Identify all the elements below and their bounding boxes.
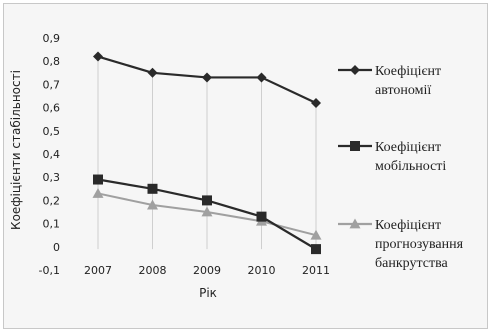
x-axis-ticks: 2007 2008 2009 2010 2011: [84, 264, 330, 277]
legend-label: Коефіцієнт: [375, 64, 441, 79]
data-point-series-2: [147, 183, 158, 194]
legend-label: автономії: [375, 83, 431, 98]
y-tick-label: 0,1: [43, 218, 61, 231]
legend-marker: [349, 218, 361, 229]
y-tick-label: 0,8: [43, 55, 61, 68]
data-point-series-3: [201, 206, 213, 217]
data-point-series-2: [93, 174, 103, 185]
y-tick-label: 0,4: [43, 148, 61, 161]
y-tick-label: 0,9: [43, 32, 61, 45]
series-layer: [92, 51, 322, 255]
data-point-series-1: [256, 72, 267, 83]
legend-label: мобільності: [375, 159, 446, 174]
x-tick-label: 2011: [302, 264, 330, 277]
data-point-series-2: [256, 211, 267, 222]
y-tick-label: 0: [53, 241, 60, 254]
chart-frame: [3, 3, 488, 329]
legend-marker: [350, 141, 360, 151]
y-axis-ticks: -0,1 0 0,1 0,2 0,3 0,4 0,5 0,6 0,7 0,8 0,9: [39, 32, 60, 277]
data-point-series-2: [202, 195, 212, 206]
y-tick-label: 0,6: [43, 102, 61, 115]
x-tick-label: 2007: [84, 264, 112, 277]
y-tick-label: -0,1: [39, 264, 60, 277]
x-tick-label: 2008: [139, 264, 167, 277]
data-point-series-1: [202, 72, 212, 83]
drop-lines: [97, 56, 317, 250]
legend-marker: [350, 65, 360, 75]
legend-label: Коефіцієнт: [375, 140, 441, 155]
data-point-series-1: [147, 67, 158, 78]
data-point-series-3: [92, 187, 104, 198]
y-axis-title: Коефіцієнти стабільності: [9, 70, 23, 230]
y-tick-label: 0,3: [43, 171, 61, 184]
data-point-series-1: [93, 51, 103, 62]
data-point-series-1: [311, 97, 321, 108]
legend-label: банкрутства: [375, 256, 448, 271]
y-tick-label: 0,2: [43, 194, 61, 207]
data-point-series-3: [310, 229, 322, 240]
data-point-series-3: [147, 199, 158, 210]
data-point-series-2: [311, 244, 321, 255]
x-tick-label: 2009: [193, 264, 221, 277]
legend-label: прогнозування: [375, 237, 464, 252]
x-axis-title: Рік: [199, 286, 217, 300]
legend-label: Коефіцієнт: [375, 218, 441, 233]
x-tick-label: 2010: [248, 264, 276, 277]
y-tick-label: 0,5: [43, 125, 61, 138]
legend: Коефіцієнт автономії Коефіцієнт мобільності…: [338, 64, 464, 271]
y-tick-label: 0,7: [43, 78, 61, 91]
